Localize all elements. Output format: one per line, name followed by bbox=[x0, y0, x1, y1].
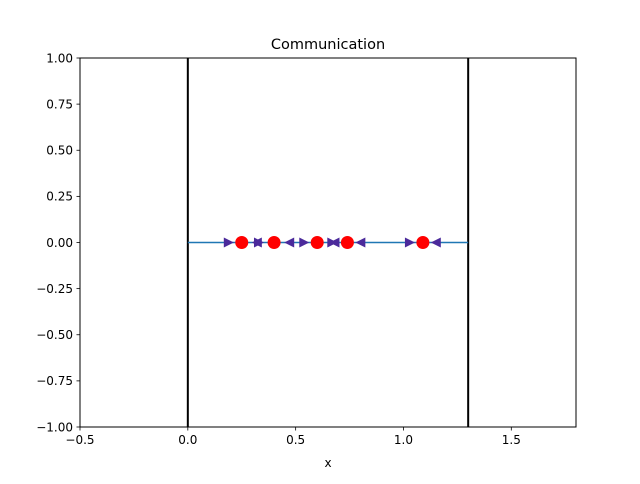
left-arrow-marker bbox=[329, 237, 340, 248]
data-layer bbox=[186, 58, 470, 427]
y-tick-label: 0.25 bbox=[46, 190, 73, 204]
right-arrow-marker bbox=[404, 237, 415, 248]
y-tick-label: −0.25 bbox=[36, 282, 73, 296]
data-point bbox=[416, 236, 430, 249]
left-arrow-marker bbox=[355, 237, 366, 248]
chart-title: Communication bbox=[271, 37, 385, 53]
x-tick-label: 0.5 bbox=[286, 433, 305, 447]
y-ticks: −1.00 −0.75 −0.50 −0.25 0.00 0.25 0.50 0.75 1.00 bbox=[36, 51, 80, 434]
x-tick-label: 1.0 bbox=[394, 433, 413, 447]
data-point bbox=[235, 236, 249, 249]
y-tick-label: 0.75 bbox=[46, 97, 73, 111]
left-arrow-marker bbox=[430, 237, 441, 248]
right-arrow-marker bbox=[223, 237, 234, 248]
y-tick-label: 0.00 bbox=[46, 236, 73, 250]
data-point bbox=[340, 236, 354, 249]
y-tick-label: −0.75 bbox=[36, 374, 73, 388]
x-tick-label: 1.5 bbox=[502, 433, 521, 447]
data-point bbox=[267, 236, 281, 249]
left-arrow-marker bbox=[251, 237, 262, 248]
y-tick-label: −1.00 bbox=[36, 420, 73, 434]
x-tick-label: 0.0 bbox=[178, 433, 197, 447]
x-ticks: −0.5 0.0 0.5 1.0 1.5 bbox=[65, 427, 521, 447]
right-arrow-marker bbox=[299, 237, 310, 248]
y-tick-label: 1.00 bbox=[46, 51, 73, 65]
left-arrow-marker bbox=[284, 237, 295, 248]
y-tick-label: 0.50 bbox=[46, 144, 73, 158]
y-tick-label: −0.50 bbox=[36, 328, 73, 342]
data-point bbox=[310, 236, 324, 249]
x-tick-label: −0.5 bbox=[65, 433, 94, 447]
x-axis-label: x bbox=[324, 456, 331, 470]
